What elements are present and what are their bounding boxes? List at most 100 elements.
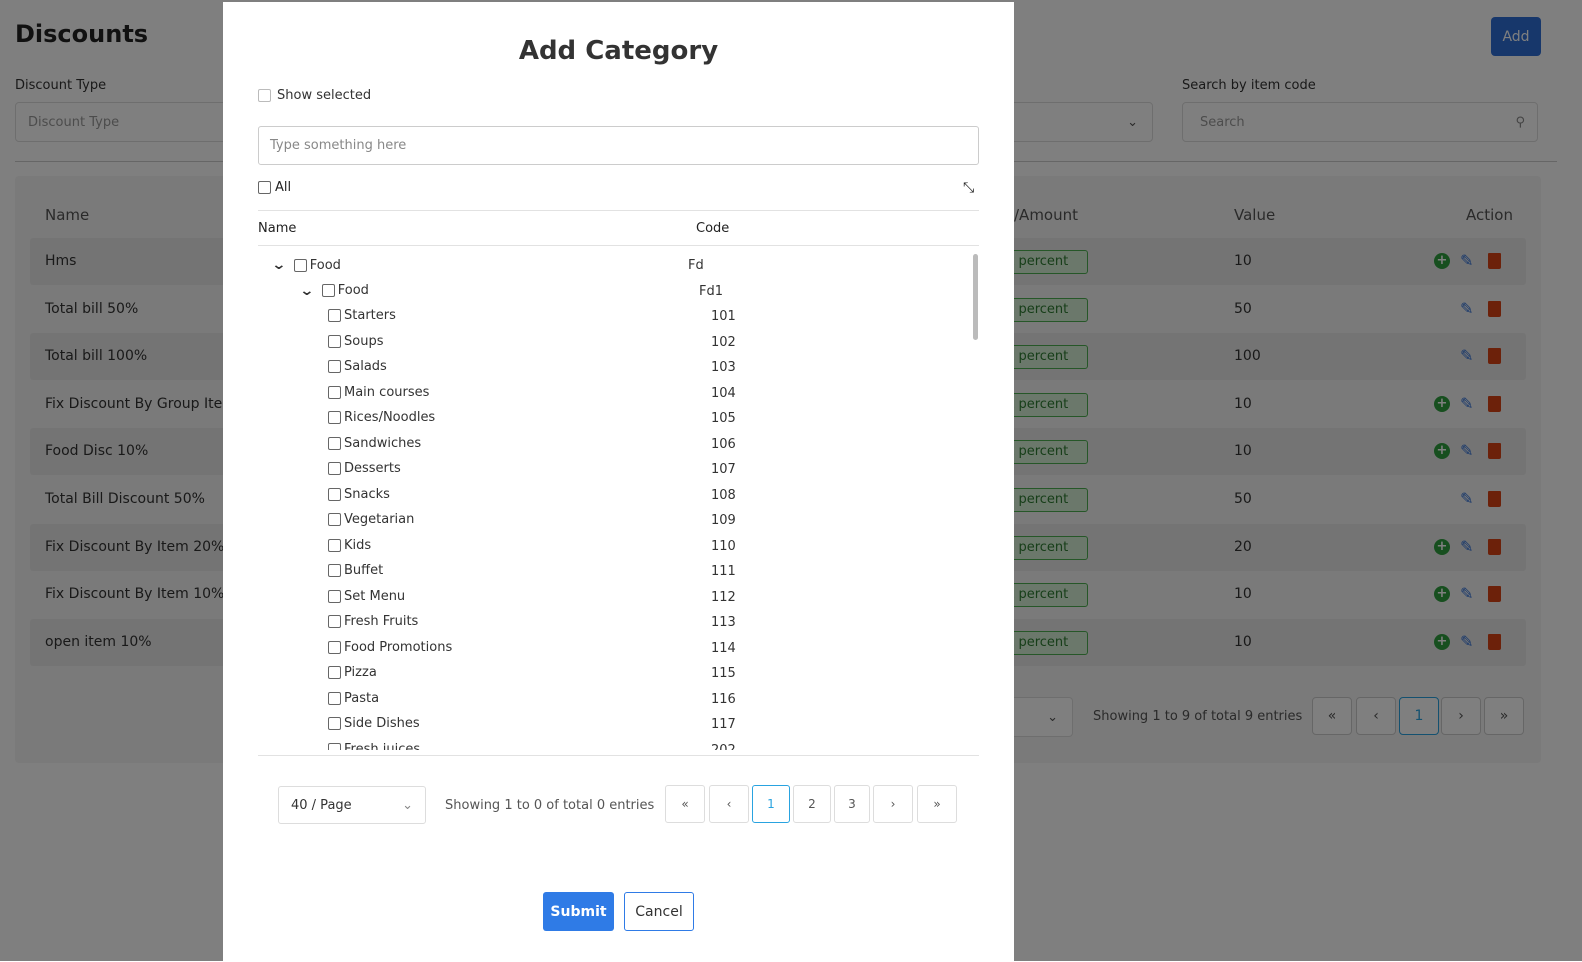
modal-title: Add Category <box>518 36 719 66</box>
tree-item[interactable]: Set Menu 112 <box>258 585 968 610</box>
category-search-input[interactable]: Type something here <box>258 126 979 165</box>
next-page-button[interactable]: › <box>873 785 913 823</box>
checkbox[interactable] <box>328 385 341 399</box>
checkbox[interactable] <box>328 360 341 373</box>
tree-item-code: 109 <box>711 513 736 528</box>
tree-item-name: Soups <box>344 333 384 349</box>
tree-item-name: Fresh juices <box>344 741 421 751</box>
first-page-button[interactable]: « <box>665 785 705 823</box>
tree-item[interactable]: Desserts 107 <box>258 457 968 482</box>
scrollbar[interactable] <box>973 254 978 340</box>
checkbox[interactable] <box>328 513 341 526</box>
checkbox[interactable] <box>328 462 341 475</box>
tree-item-name: Food <box>309 257 341 273</box>
tree-item-name: Food Promotions <box>344 639 453 655</box>
tree-item[interactable]: Fresh juices 202 <box>258 738 968 751</box>
checkbox[interactable] <box>258 89 271 102</box>
tree-item[interactable]: Rices/Noodles 105 <box>258 406 968 431</box>
tree-item[interactable]: Side Dishes 117 <box>258 712 968 737</box>
tree-item-name: Main courses <box>344 384 430 400</box>
category-tree: ⌄ Food Fd ⌄ Food Fd1 Starters 101 Soups 102 Salads… <box>258 248 979 750</box>
checkbox[interactable] <box>328 717 341 730</box>
tree-item[interactable]: Food Promotions 114 <box>258 636 968 661</box>
tree-item[interactable]: Buffet 111 <box>258 559 968 584</box>
cancel-button[interactable]: Cancel <box>624 892 694 931</box>
tree-item-code: 102 <box>711 334 736 350</box>
show-selected-label: Show selected <box>277 88 372 103</box>
submit-button[interactable]: Submit <box>543 892 614 931</box>
tree-item[interactable]: Kids 110 <box>258 534 968 559</box>
tree-item-code: 117 <box>711 717 736 732</box>
tree-item[interactable]: ⌄ Food Fd1 <box>258 279 968 304</box>
add-category-modal: Add Category Show selected Type somethin… <box>223 2 1014 962</box>
tree-item-name: Sandwiches <box>344 435 422 451</box>
divider <box>258 210 979 211</box>
checkbox[interactable] <box>328 589 341 603</box>
tree-item-code: 104 <box>711 385 736 401</box>
tree-item-code: 105 <box>711 411 736 426</box>
header-name: Name <box>258 221 297 236</box>
page-2-button[interactable]: 2 <box>793 785 831 823</box>
tree-item-name: Rices/Noodles <box>344 410 436 425</box>
checkbox[interactable] <box>321 284 335 297</box>
tree-item-code: 103 <box>711 360 736 375</box>
tree-item-name: Salads <box>344 359 387 374</box>
tree-item-code: 101 <box>711 309 736 324</box>
tree-item-code: 116 <box>711 691 736 707</box>
tree-item-code: 113 <box>711 615 736 630</box>
collapse-icon[interactable]: ⤡ <box>963 180 975 196</box>
tree-item-name: Vegetarian <box>344 512 415 527</box>
page-size-value: 40 / Page <box>291 797 352 813</box>
checkbox[interactable] <box>328 742 341 750</box>
tree-item-name: Snacks <box>344 486 390 502</box>
checkbox[interactable] <box>328 615 341 628</box>
checkbox[interactable] <box>328 334 341 348</box>
checkbox[interactable] <box>328 666 341 679</box>
tree-item[interactable]: Fresh Fruits 113 <box>258 610 968 635</box>
tree-item-name: Kids <box>344 537 372 553</box>
tree-item[interactable]: Pasta 116 <box>258 687 968 712</box>
tree-item-code: 111 <box>711 564 736 579</box>
tree-item-code: 107 <box>711 462 736 477</box>
page-3-button[interactable]: 3 <box>834 785 870 823</box>
tree-item-name: Fresh Fruits <box>344 614 419 629</box>
tree-item-name: Desserts <box>344 461 401 476</box>
tree-item-name: Starters <box>344 308 396 323</box>
checkbox[interactable] <box>328 538 341 552</box>
tree-item[interactable]: Starters 101 <box>258 304 968 329</box>
checkbox[interactable] <box>328 691 341 705</box>
tree-item-code: 202 <box>711 742 736 751</box>
tree-item[interactable]: Salads 103 <box>258 355 968 380</box>
divider <box>258 245 979 246</box>
checkbox[interactable] <box>328 640 341 654</box>
tree-item[interactable]: Pizza 115 <box>258 661 968 686</box>
checkbox[interactable] <box>328 411 341 424</box>
chevron-down-icon[interactable]: ⌄ <box>299 282 315 299</box>
tree-item[interactable]: Main courses 104 <box>258 381 968 406</box>
tree-item[interactable]: Snacks 108 <box>258 483 968 508</box>
chevron-down-icon[interactable]: ⌄ <box>271 257 287 273</box>
select-all-checkbox[interactable]: All <box>258 180 291 195</box>
tree-item[interactable]: Soups 102 <box>258 330 968 355</box>
page-1-button[interactable]: 1 <box>752 785 790 823</box>
tree-item-name: Food <box>337 283 369 298</box>
checkbox[interactable] <box>328 487 341 501</box>
tree-item-code: 110 <box>711 538 736 554</box>
checkbox[interactable] <box>328 309 341 322</box>
checkbox[interactable] <box>293 258 307 272</box>
tree-item-name: Pasta <box>344 690 380 706</box>
all-label: All <box>275 180 292 195</box>
tree-item-code: 106 <box>711 436 736 452</box>
show-selected-checkbox[interactable]: Show selected <box>258 88 371 103</box>
checkbox[interactable] <box>328 564 341 577</box>
tree-item[interactable]: Sandwiches 106 <box>258 432 968 457</box>
prev-page-button[interactable]: ‹ <box>709 785 749 823</box>
tree-item[interactable]: Vegetarian 109 <box>258 508 968 533</box>
checkbox[interactable] <box>258 181 271 194</box>
checkbox[interactable] <box>328 436 341 450</box>
tree-item-name: Pizza <box>344 665 377 680</box>
last-page-button[interactable]: » <box>917 785 957 823</box>
page-size-select[interactable]: 40 / Page ⌄ <box>278 786 426 824</box>
tree-item[interactable]: ⌄ Food Fd <box>258 253 968 278</box>
tree-item-code: 114 <box>711 640 736 656</box>
